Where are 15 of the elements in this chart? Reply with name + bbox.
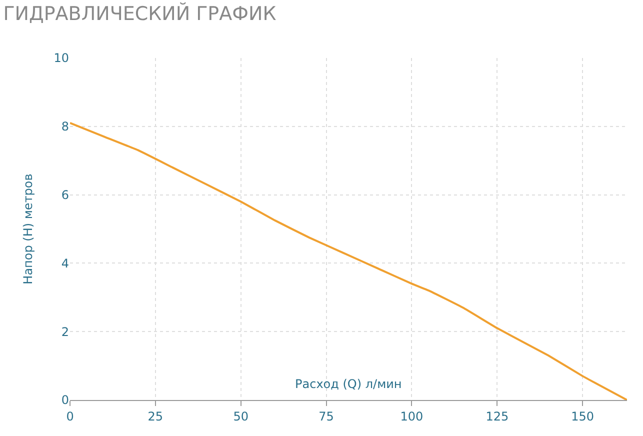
y-axis-title: Напор (H) метров — [21, 174, 36, 284]
chart-title: ГИДРАВЛИЧЕСКИЙ ГРАФИК — [3, 2, 277, 25]
y-tick-label: 2 — [61, 324, 69, 339]
x-tick-label: 50 — [233, 409, 248, 424]
y-tick-label: 4 — [61, 256, 69, 270]
y-tick-label: 10 — [54, 51, 69, 66]
y-tick-label: 6 — [61, 188, 69, 202]
x-axis-title: Расход (Q) л/мин — [295, 377, 402, 391]
y-tick-label: 8 — [61, 120, 69, 134]
x-tick-label: 125 — [486, 409, 509, 424]
x-tick-label: 100 — [400, 409, 424, 424]
x-tick-label: 25 — [148, 409, 164, 424]
x-tick-label: 75 — [318, 409, 334, 424]
x-tick-label: 150 — [571, 409, 594, 424]
y-tick-label: 0 — [61, 393, 69, 408]
